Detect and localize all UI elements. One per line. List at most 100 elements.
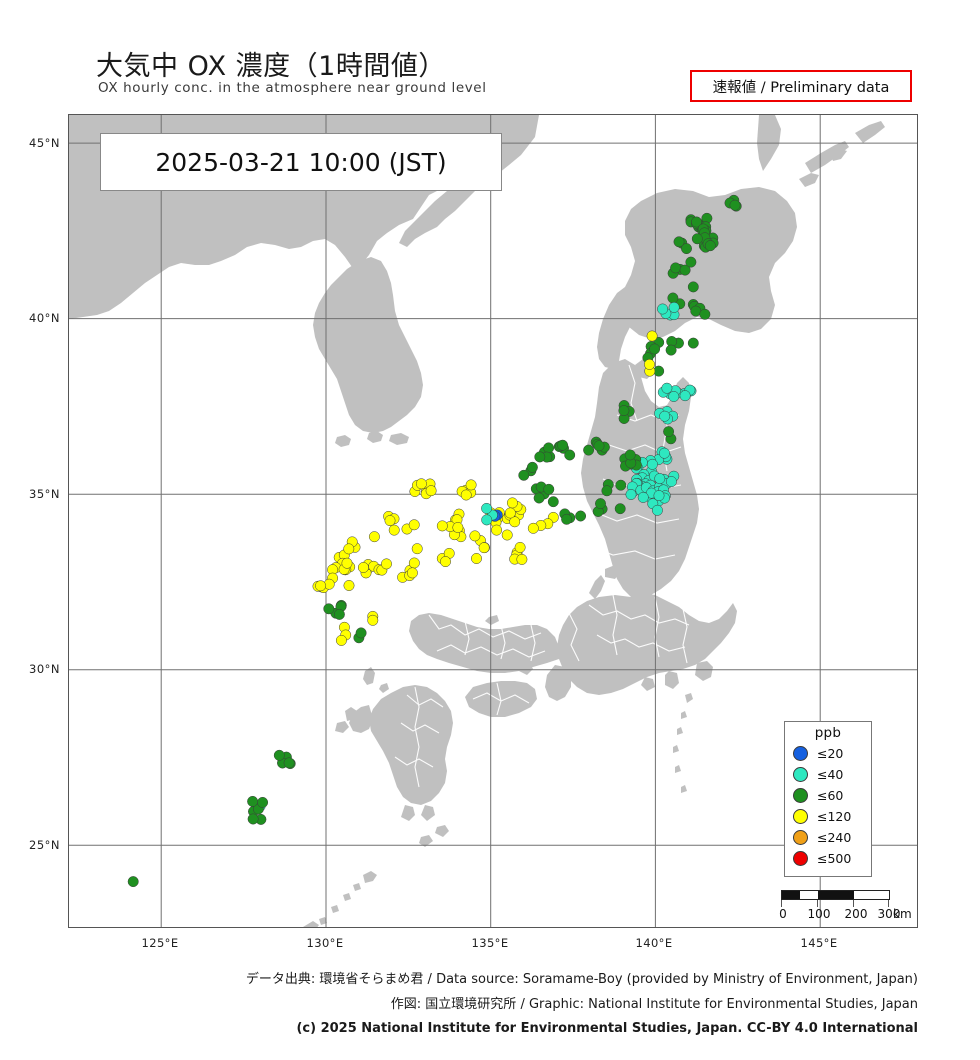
station-point[interactable]	[668, 391, 680, 402]
station-point[interactable]	[685, 256, 697, 268]
station-point[interactable]	[687, 281, 699, 293]
station-point[interactable]	[704, 240, 716, 252]
station-point[interactable]	[323, 603, 335, 615]
station-point[interactable]	[518, 469, 530, 481]
station-point[interactable]	[408, 519, 420, 531]
station-point[interactable]	[564, 449, 576, 461]
station-point[interactable]	[561, 513, 573, 525]
station-point[interactable]	[601, 485, 613, 497]
station-point[interactable]	[388, 524, 400, 536]
station-point[interactable]	[247, 795, 259, 807]
station-point[interactable]	[665, 344, 677, 356]
station-point[interactable]	[665, 476, 677, 488]
station-point[interactable]	[406, 567, 418, 579]
station-point[interactable]	[595, 498, 606, 510]
station-point[interactable]	[381, 558, 392, 570]
station-point[interactable]	[343, 543, 355, 555]
station-point[interactable]	[273, 749, 285, 761]
station-point[interactable]	[343, 580, 355, 591]
station-point[interactable]	[408, 557, 420, 569]
station-point[interactable]	[425, 485, 437, 497]
station-point[interactable]	[516, 553, 528, 565]
station-point[interactable]	[615, 479, 627, 491]
station-point[interactable]	[691, 233, 703, 245]
station-point[interactable]	[679, 390, 691, 402]
station-point[interactable]	[283, 757, 295, 769]
station-point[interactable]	[526, 461, 538, 473]
station-point[interactable]	[644, 358, 655, 370]
station-point[interactable]	[667, 292, 679, 304]
station-point[interactable]	[690, 305, 702, 317]
station-point[interactable]	[504, 507, 516, 519]
station-point[interactable]	[614, 503, 626, 515]
station-point[interactable]	[649, 343, 661, 355]
station-point[interactable]	[534, 451, 546, 463]
station-point[interactable]	[315, 580, 327, 592]
station-point[interactable]	[543, 442, 555, 454]
station-point[interactable]	[127, 876, 139, 888]
station-point[interactable]	[247, 813, 259, 825]
legend-row-40[interactable]: ≤40	[785, 764, 871, 785]
station-point[interactable]	[367, 614, 379, 626]
legend-row-500[interactable]: ≤500	[785, 848, 871, 869]
station-point[interactable]	[651, 504, 663, 516]
station-point[interactable]	[618, 405, 630, 417]
station-point[interactable]	[514, 541, 526, 553]
station-point[interactable]	[341, 557, 353, 569]
station-point[interactable]	[661, 382, 673, 394]
station-point[interactable]	[533, 492, 545, 504]
station-point[interactable]	[593, 440, 605, 452]
station-point[interactable]	[646, 330, 658, 342]
station-point[interactable]	[646, 458, 658, 470]
station-point[interactable]	[411, 543, 423, 555]
station-point[interactable]	[668, 301, 680, 313]
station-point[interactable]	[653, 490, 665, 502]
station-point[interactable]	[465, 479, 477, 491]
station-point[interactable]	[481, 514, 493, 526]
station-point[interactable]	[440, 556, 451, 568]
station-point[interactable]	[491, 524, 503, 536]
station-point[interactable]	[357, 562, 369, 573]
station-point[interactable]	[699, 308, 711, 320]
station-point[interactable]	[436, 520, 448, 532]
station-point[interactable]	[679, 264, 691, 276]
station-point[interactable]	[333, 608, 345, 620]
station-point[interactable]	[478, 542, 490, 554]
station-point[interactable]	[527, 522, 539, 534]
station-point[interactable]	[691, 216, 703, 228]
station-point[interactable]	[654, 473, 666, 485]
station-point[interactable]	[575, 510, 587, 522]
station-point[interactable]	[481, 502, 493, 514]
station-point[interactable]	[663, 426, 675, 438]
station-point[interactable]	[658, 447, 670, 459]
station-point[interactable]	[368, 531, 380, 543]
station-point[interactable]	[469, 530, 481, 542]
station-point[interactable]	[543, 483, 555, 495]
station-point[interactable]	[335, 634, 347, 646]
station-point[interactable]	[687, 337, 699, 349]
station-point[interactable]	[637, 491, 649, 503]
station-point[interactable]	[729, 199, 741, 211]
station-point[interactable]	[624, 449, 636, 461]
station-point[interactable]	[355, 627, 367, 639]
station-point[interactable]	[460, 489, 472, 501]
map-plot-area[interactable]	[68, 114, 918, 928]
station-point[interactable]	[673, 236, 685, 248]
station-point[interactable]	[506, 497, 518, 509]
station-point[interactable]	[452, 522, 464, 533]
legend-row-20[interactable]: ≤20	[785, 743, 871, 764]
station-point[interactable]	[471, 553, 482, 564]
station-point[interactable]	[415, 478, 427, 490]
station-point[interactable]	[384, 515, 396, 527]
station-point[interactable]	[501, 529, 513, 541]
station-point[interactable]	[659, 410, 671, 422]
legend-row-240[interactable]: ≤240	[785, 827, 871, 848]
station-point[interactable]	[681, 243, 692, 255]
station-point[interactable]	[257, 796, 269, 808]
legend-row-120[interactable]: ≤120	[785, 806, 871, 827]
legend-row-60[interactable]: ≤60	[785, 785, 871, 806]
station-point[interactable]	[625, 489, 637, 500]
station-point[interactable]	[509, 516, 521, 528]
station-point[interactable]	[670, 262, 682, 274]
station-point[interactable]	[657, 303, 669, 315]
